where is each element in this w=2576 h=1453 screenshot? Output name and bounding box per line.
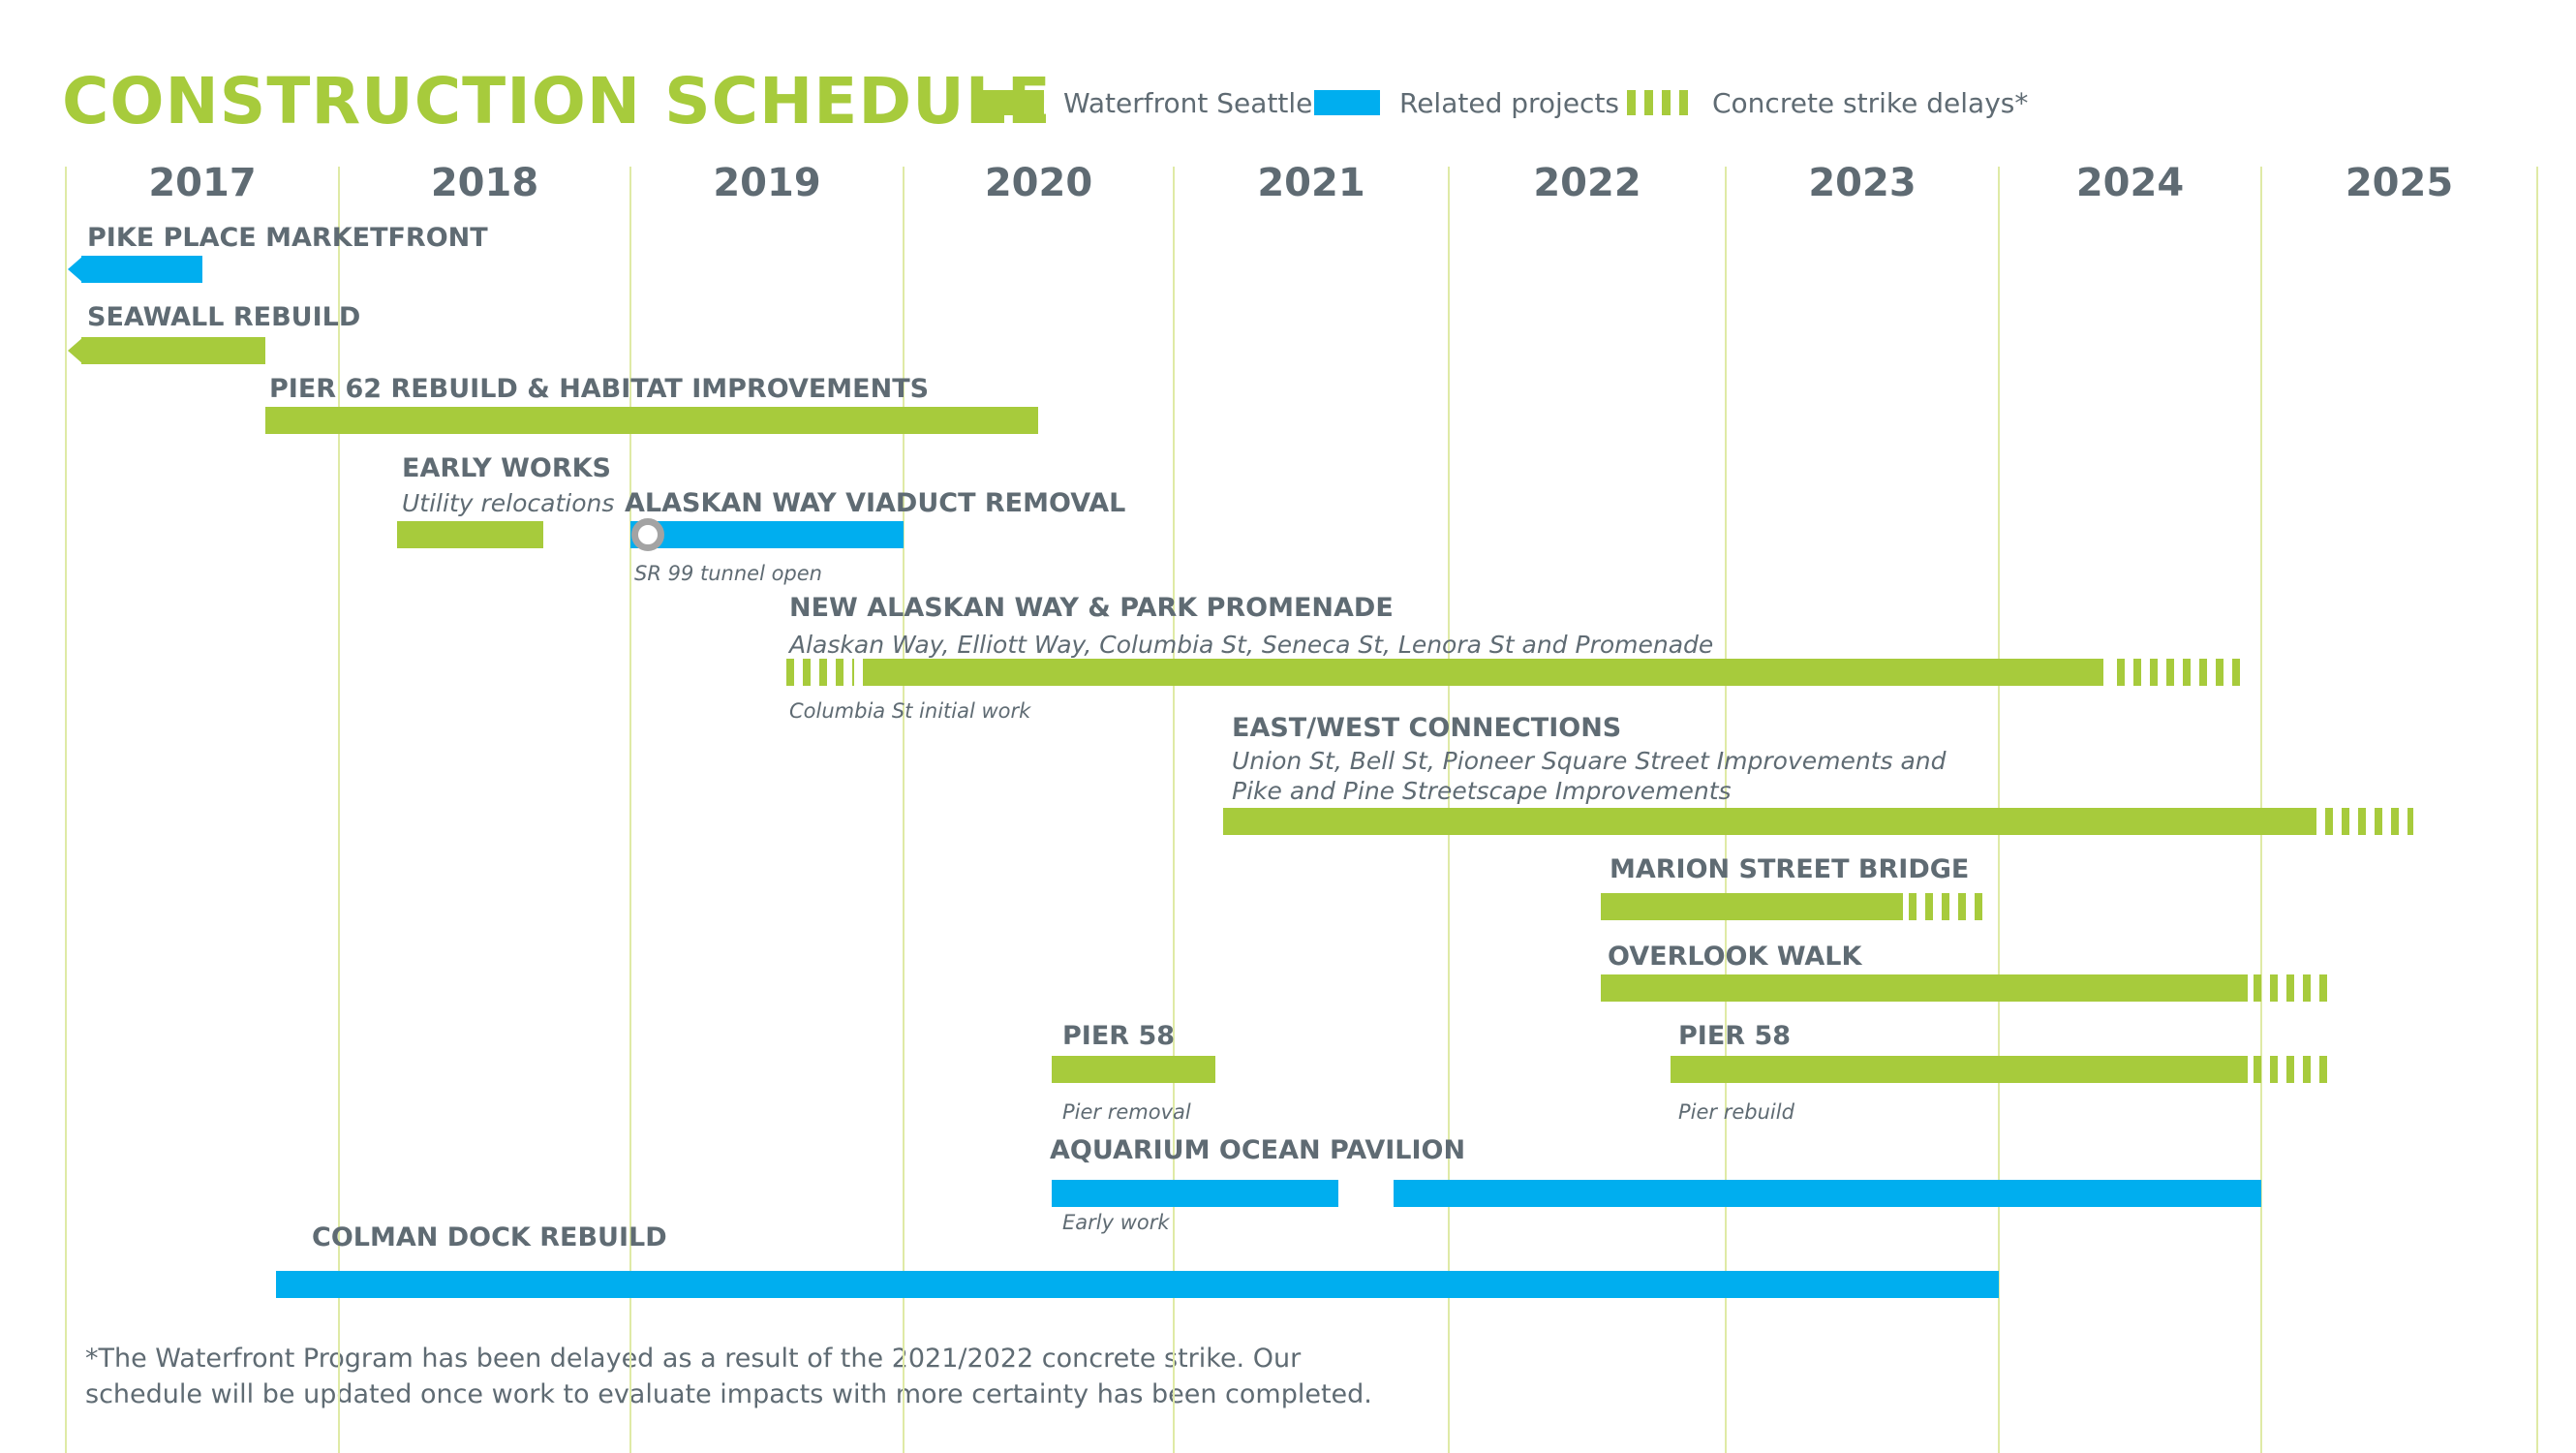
year-label: 2024 [2075,161,2185,205]
task-note-alaskan-way-viaduct-removal: SR 99 tunnel open [634,562,822,585]
milestone-marker-icon [631,518,664,551]
task-note-pier-58: Pier removal [1062,1100,1191,1124]
task-subtitle-east-west-connections: Union St, Bell St, Pioneer Square Street… [1232,747,1947,775]
footnote-line-1: *The Waterfront Program has been delayed… [85,1344,1302,1374]
waterfront-bar [1601,974,2249,1002]
year-gridline [2536,167,2538,1453]
legend-label-related: Related projects [1399,86,1620,119]
year-label: 2019 [713,161,821,205]
strike-delay-bar [2253,974,2331,1002]
related-project-bar [630,521,904,548]
task-name-seawall-rebuild: SEAWALL REBUILD [87,302,361,332]
year-gridline [629,167,631,1453]
legend-swatch-related [1314,90,1380,115]
task-subtitle-east-west-connections: Pike and Pine Streetscape Improvements [1232,777,1732,805]
task-name-pier-58: PIER 58 [1062,1021,1176,1051]
footnote: *The Waterfront Program has been delayed… [85,1341,1372,1412]
task-name-pier-58: PIER 58 [1678,1021,1792,1051]
legend-label-delay: Concrete strike delays* [1712,86,2029,119]
legend-swatch-waterfront [978,90,1044,115]
legend-swatch-delay [1627,90,1693,115]
year-label: 2022 [1533,161,1641,205]
legend-related: Related projects [1314,81,1619,124]
legend-label-waterfront: Waterfront Seattle [1063,86,1313,119]
year-label: 2021 [1257,161,1365,205]
strike-delay-bar [2324,808,2413,835]
waterfront-bar [862,659,2104,686]
strike-delay-bar [2116,659,2249,686]
related-project-bar [1052,1180,1339,1207]
year-label: 2017 [148,161,257,205]
strike-delay-bar [2253,1056,2331,1083]
year-gridline [338,167,340,1453]
year-gridline [65,167,67,1453]
continuation-arrow-icon [68,256,83,283]
waterfront-bar [1601,893,1904,920]
legend-waterfront: Waterfront Seattle [978,81,1312,124]
task-note-pier-58: Pier rebuild [1678,1100,1794,1124]
task-subtitle-new-alaskan-way-park-promenade: Alaskan Way, Elliott Way, Columbia St, S… [789,631,1714,659]
waterfront-bar [1223,808,2316,835]
year-label: 2025 [2345,161,2454,205]
related-project-bar [1394,1180,2261,1207]
related-project-bar [81,256,202,283]
footnote-line-2: schedule will be updated once work to ev… [85,1379,1372,1409]
year-gridline [903,167,905,1453]
waterfront-bar [81,337,265,364]
year-gridline [1173,167,1175,1453]
continuation-arrow-icon [68,337,83,364]
waterfront-bar [264,407,1039,434]
task-subtitle-early-works: Utility relocations [402,489,615,517]
year-label: 2020 [984,161,1093,205]
chart-title: CONSTRUCTION SCHEDULE [62,64,1052,139]
task-name-marion-street-bridge: MARION STREET BRIDGE [1610,854,1970,884]
task-name-pike-place-marketfront: PIKE PLACE MARKETFRONT [87,223,488,253]
year-label: 2018 [430,161,539,205]
waterfront-bar [1670,1056,2249,1083]
task-name-aquarium-ocean-pavilion: AQUARIUM OCEAN PAVILION [1050,1135,1466,1165]
year-label: 2023 [1808,161,1917,205]
task-note-aquarium-ocean-pavilion: Early work [1062,1211,1170,1234]
related-project-bar [276,1271,1999,1298]
legend-delay: Concrete strike delays* [1627,81,2028,124]
task-name-overlook-walk: OVERLOOK WALK [1608,942,1862,972]
task-name-new-alaskan-way-park-promenade: NEW ALASKAN WAY & PARK PROMENADE [789,593,1394,623]
strike-delay-bar [785,659,855,686]
strike-delay-bar [1908,893,1985,920]
task-name-colman-dock-rebuild: COLMAN DOCK REBUILD [312,1222,667,1252]
task-name-early-works: EARLY WORKS [402,453,611,483]
task-name-east-west-connections: EAST/WEST CONNECTIONS [1232,713,1622,743]
waterfront-bar [1052,1056,1215,1083]
task-name-alaskan-way-viaduct-removal: ALASKAN WAY VIADUCT REMOVAL [625,488,1126,518]
task-note-new-alaskan-way-park-promenade: Columbia St initial work [789,699,1031,723]
waterfront-bar [397,521,543,548]
task-name-pier-62-rebuild-habitat-improvements: PIER 62 REBUILD & HABITAT IMPROVEMENTS [269,374,930,404]
